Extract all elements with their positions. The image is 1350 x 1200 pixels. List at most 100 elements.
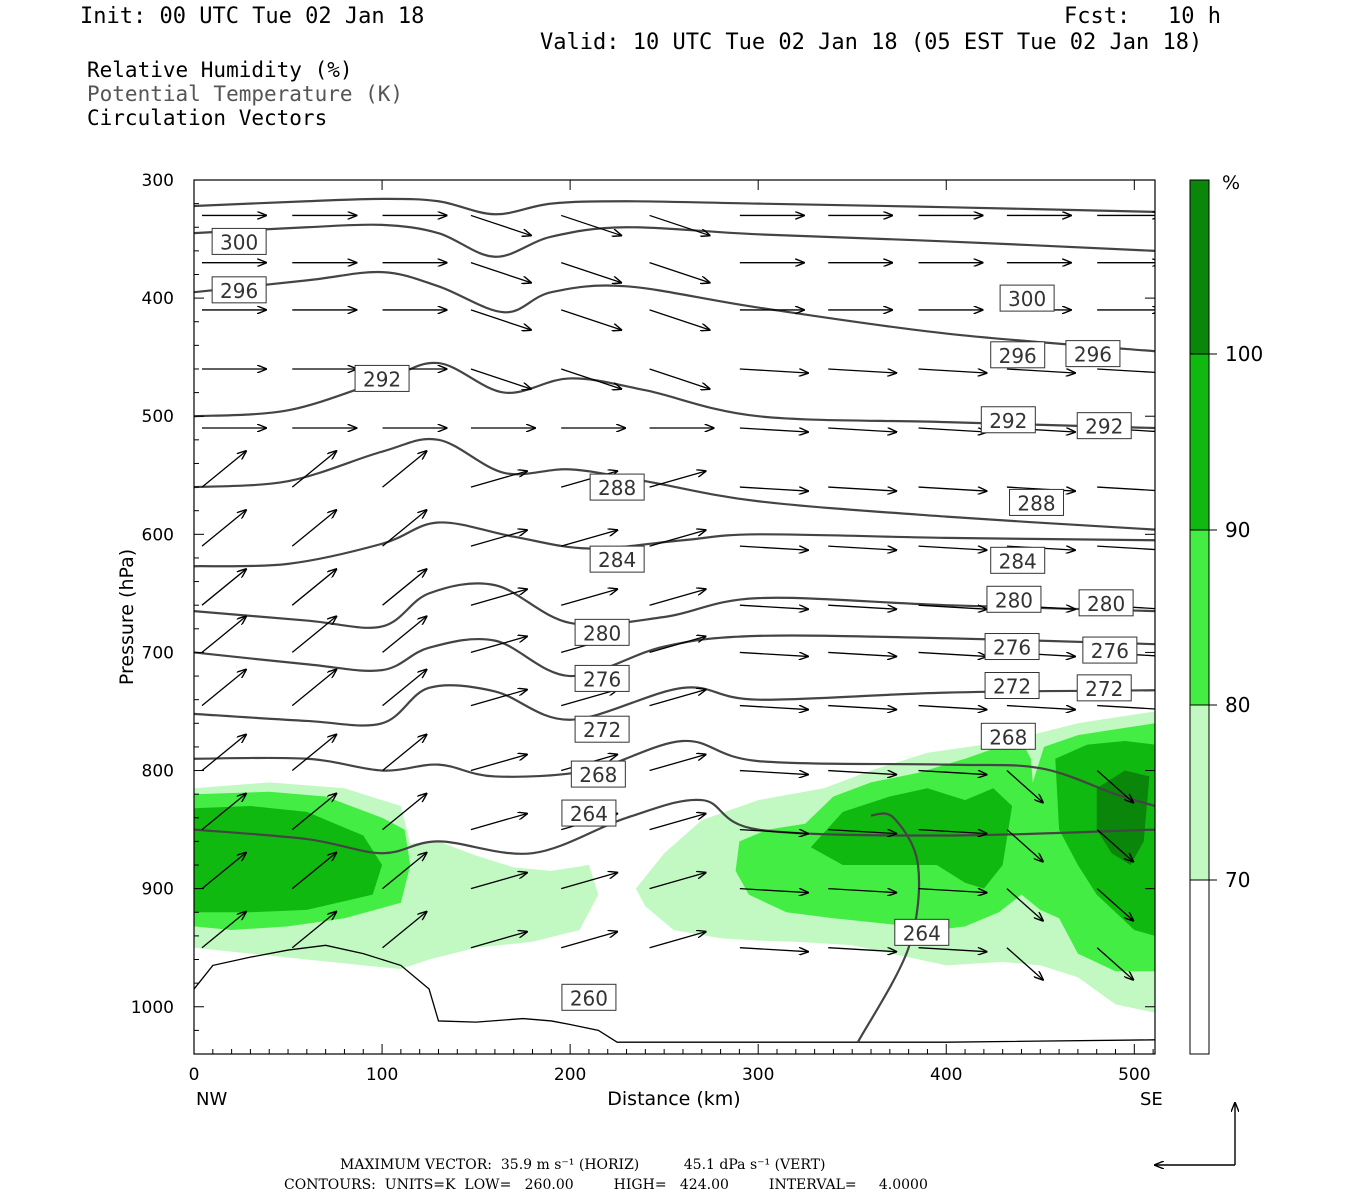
colorbar-segment [1190,354,1209,530]
vector-arrow [291,853,336,890]
vector-arrow [739,545,808,550]
vector-arrow [649,814,706,831]
vector-arrow [382,616,427,653]
svg-text:280: 280 [995,588,1033,612]
vector-arrow [918,947,987,952]
vector-arrow [649,690,706,707]
vector-arrow [649,368,710,389]
colorbar-frame [1189,179,1210,1055]
contour-label-264: 264 [561,799,617,827]
axis-ticks: 0 100 200 300 400 500 300 400 500 600 700 800 900 100… [131,171,1155,1085]
vector-arrow [291,569,336,606]
vector-arrow [918,427,987,432]
vector-arrow [470,873,527,890]
vector-arrow [739,651,808,656]
vector-arrow [649,873,706,890]
vector-arrow [560,214,621,235]
svg-text:268: 268 [579,763,617,787]
vector-arrow [382,912,427,949]
init-time: Init: 00 UTC Tue 02 Jan 18 [80,4,425,29]
vector-arrow [828,486,896,491]
contour-label-272: 272 [1076,674,1132,702]
svg-text:288: 288 [598,476,636,500]
x-tick-label: 300 [742,1065,774,1085]
x-axis-label: Distance (km) [607,1088,740,1110]
colorbar-segment [1190,530,1209,705]
vector-arrow [649,262,710,283]
terrain-line [194,944,1155,1043]
vector-arrow [470,755,527,772]
colorbar: 70 80 90 100 [1189,179,1263,1055]
circulation-vectors [201,214,1155,979]
vector-arrow [1096,888,1133,921]
svg-text:272: 272 [1085,677,1123,701]
vector-arrow [828,887,896,893]
contour-label-292: 292 [1076,412,1132,440]
svg-text:272: 272 [583,718,621,742]
svg-text:276: 276 [1091,639,1129,663]
contour-label-264: 264 [894,918,950,946]
contour-label-260: 260 [561,983,617,1011]
vector-arrow [649,755,706,772]
vector-arrow [470,262,531,283]
vector-arrow [291,616,336,653]
x-tick-label: 400 [930,1065,962,1085]
vector-reference-icon [1155,1103,1235,1165]
rh-region [810,788,1013,889]
terrain [194,944,1155,1043]
svg-text:288: 288 [1017,491,1055,515]
vector-arrow [1097,545,1155,551]
colorbar-segment [1190,705,1209,880]
theta-contour-264 [194,739,1155,808]
contour-label-280: 280 [1078,589,1134,617]
y-tick-label: 400 [142,289,174,309]
vector-arrow [382,569,427,606]
contour-info: CONTOURS: UNITS=K LOW= 260.00 HIGH= 424.… [284,1177,928,1193]
vector-arrow [828,704,896,710]
vector-arrow [201,670,246,707]
vector-arrow [649,471,706,488]
vector-arrow [828,427,896,432]
colorbar-label: 80 [1225,693,1250,717]
y-tick-label: 700 [142,643,174,663]
colorbar-label: 90 [1225,518,1250,542]
vector-arrow [560,309,621,330]
plot-frame [193,179,1156,1055]
svg-text:260: 260 [570,986,608,1010]
vector-arrow [291,670,336,707]
contour-label-276: 276 [1082,636,1138,664]
vector-arrow [561,873,617,890]
vector-arrow [470,471,527,488]
svg-text:272: 272 [993,675,1031,699]
vector-arrow [382,735,427,772]
theta-contour-292 [194,270,1155,353]
x-tick-label: 0 [189,1065,200,1085]
contour-label-268: 268 [570,760,626,788]
x-tick-label: 100 [366,1065,398,1085]
theta-contour-296 [194,223,1155,258]
svg-text:280: 280 [1087,592,1125,616]
theta-contour-276 [194,582,1155,629]
vector-arrow [382,510,427,547]
vector-arrow [1097,486,1155,492]
svg-text:268: 268 [989,725,1027,749]
theta-contour-288 [194,361,1155,430]
vector-arrow [561,690,617,707]
theta-contour-280 [194,521,1155,568]
y-tick-label: 300 [142,171,174,191]
vector-arrow [739,604,808,609]
vector-arrow [918,545,987,550]
vector-arrow [828,828,896,834]
vector-arrow [291,912,336,949]
vector-arrow [201,735,246,772]
x-tick-label: 500 [1118,1065,1150,1085]
vector-arrow [739,887,808,893]
contour-label-272: 272 [984,672,1040,700]
legend-vectors: Circulation Vectors [87,106,328,130]
vector-arrow [291,451,336,488]
vector-arrow [649,636,706,654]
svg-text:292: 292 [989,409,1027,433]
svg-text:296: 296 [999,344,1037,368]
vector-arrow [828,769,896,775]
